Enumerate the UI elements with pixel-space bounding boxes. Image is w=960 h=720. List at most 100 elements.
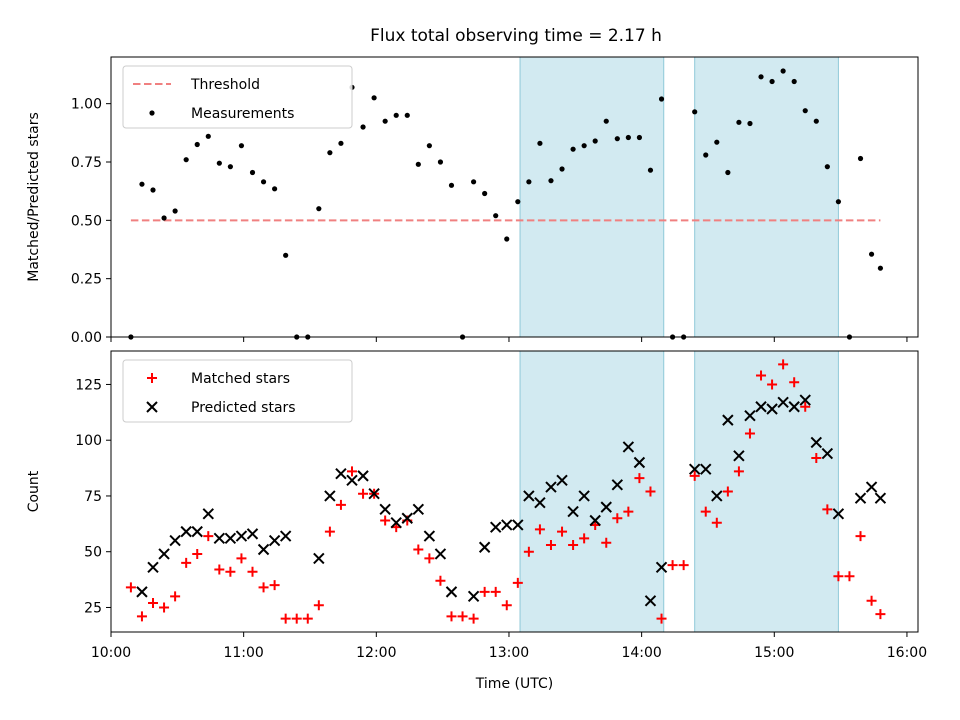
y-tick-label: 0.00 <box>71 330 102 346</box>
matched-star-point <box>258 582 269 593</box>
x-tick-label: 12:00 <box>356 645 396 661</box>
predicted-star-point <box>865 481 878 493</box>
measurement-point <box>714 139 720 145</box>
measurement-point <box>172 208 178 214</box>
shaded-interval <box>694 350 839 633</box>
predicted-star-point <box>821 447 834 460</box>
measurement-point <box>205 133 211 139</box>
predicted-star-point <box>423 530 436 542</box>
matched-star-point <box>634 473 645 484</box>
matched-star-point <box>435 575 446 586</box>
matched-star-point <box>313 600 324 611</box>
predicted-star-point <box>711 490 723 502</box>
shaded-interval <box>694 56 839 338</box>
measurement-point <box>249 169 256 176</box>
measurement-point <box>415 161 421 167</box>
measurement-point <box>216 160 222 166</box>
matched-star-point <box>844 571 855 582</box>
legend-label: Measurements <box>191 106 294 122</box>
measurement-point <box>614 136 620 142</box>
predicted-star-point <box>324 490 336 502</box>
y-tick-label: 100 <box>75 433 102 449</box>
y-axis-label: Matched/Predicted stars <box>26 112 42 282</box>
measurement-point <box>769 78 775 85</box>
measurement-point <box>404 112 410 118</box>
matched-star-point <box>568 540 579 551</box>
predicted-star-point <box>390 517 402 529</box>
matched-star-point <box>678 560 689 571</box>
y-tick-label: 0.50 <box>71 213 102 229</box>
measurement-point <box>448 182 455 188</box>
x-tick-label: 14:00 <box>621 645 661 661</box>
measurement-point <box>526 179 532 185</box>
measurement-point <box>316 206 322 212</box>
measurement-point <box>382 118 388 124</box>
measurement-point <box>857 155 864 162</box>
predicted-star-point <box>489 521 502 533</box>
predicted-star-point <box>213 532 226 545</box>
legend-measurement-swatch <box>149 110 155 116</box>
y-axis-label: Count <box>26 470 42 512</box>
measurement-point <box>272 186 278 192</box>
matched-star-point <box>291 613 302 624</box>
matched-star-point <box>457 611 468 622</box>
predicted-star-point <box>279 530 292 542</box>
matched-star-point <box>346 466 357 477</box>
y-tick-label: 75 <box>84 489 102 505</box>
legend-matched-swatch <box>147 373 157 383</box>
measurement-point <box>504 236 510 242</box>
predicted-star-point <box>434 548 447 560</box>
measurement-point <box>470 179 477 185</box>
measurement-point <box>692 109 698 115</box>
measurement-point <box>161 215 167 221</box>
matched-star-point <box>490 586 501 597</box>
measurement-point <box>260 179 267 185</box>
predicted-star-point <box>523 490 535 502</box>
measurement-point <box>371 95 377 101</box>
predicted-star-point <box>700 463 712 475</box>
matched-star-point <box>247 566 258 577</box>
matched-star-point <box>446 611 457 622</box>
matched-star-point <box>767 379 778 390</box>
measurement-point <box>813 118 819 124</box>
matched-star-point <box>170 591 181 602</box>
predicted-star-point <box>401 512 413 524</box>
predicted-star-point <box>611 479 624 491</box>
matched-star-point <box>181 557 192 568</box>
matched-star-point <box>468 613 479 624</box>
matched-star-point <box>302 613 313 624</box>
predicted-star-point <box>810 436 823 449</box>
matched-star-point <box>656 613 667 624</box>
matched-star-point <box>380 515 391 526</box>
measurement-point <box>802 108 808 114</box>
bottom-panel: 25 50 75 100 125 10:00 11:00 12:00 13:00 14:00 15:… <box>26 350 927 692</box>
matched-star-point <box>136 611 147 622</box>
matched-star-point <box>579 533 590 544</box>
axes-frame <box>110 56 919 338</box>
predicted-star-point <box>368 488 380 500</box>
matched-star-point <box>612 513 623 524</box>
predicted-star-point <box>832 508 845 520</box>
measurement-point <box>791 78 797 85</box>
matched-star-point <box>413 544 424 555</box>
matched-star-point <box>324 526 335 537</box>
predicted-star-point <box>655 561 668 574</box>
matched-star-point <box>214 564 225 575</box>
matched-star-point <box>601 537 612 548</box>
measurement-point <box>868 251 875 257</box>
predicted-star-point <box>235 530 248 542</box>
measurement-point <box>581 143 587 149</box>
y-tick-label: 0.75 <box>71 155 102 171</box>
measurement-point <box>338 140 344 146</box>
measurement-point <box>725 169 731 176</box>
measurement-point <box>393 112 399 118</box>
measurement-point <box>548 178 554 184</box>
predicted-star-point <box>357 470 369 482</box>
predicted-star-point <box>158 548 170 560</box>
predicted-star-point <box>733 450 745 462</box>
measurement-point <box>603 118 609 124</box>
matched-star-point <box>225 566 236 577</box>
predicted-star-point <box>777 396 789 409</box>
measurement-point <box>758 74 764 80</box>
